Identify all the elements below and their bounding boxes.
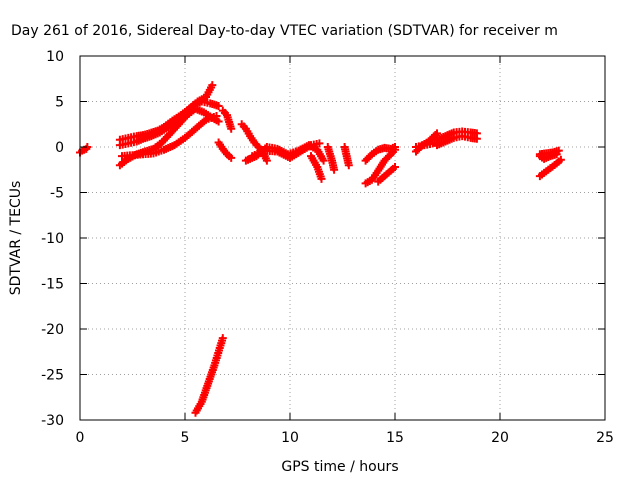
data-point — [552, 150, 561, 159]
axis-ticks: 0 5 10 15 20 25 -30 -25 -20 -15 -10 -5 0 5 10 — [41, 49, 614, 446]
x-tick-label: 15 — [386, 430, 404, 446]
y-tick-label: 10 — [46, 49, 64, 65]
data-point — [317, 174, 326, 183]
data-point — [319, 156, 328, 165]
data-point — [556, 155, 565, 164]
data-point — [344, 161, 353, 170]
data-point — [208, 81, 217, 90]
x-tick-label: 0 — [76, 430, 85, 446]
y-tick-label: -5 — [50, 186, 64, 202]
data-point — [391, 163, 399, 172]
data-point — [218, 334, 227, 343]
x-tick-label: 5 — [181, 430, 190, 446]
data-point — [472, 134, 481, 143]
y-tick-label: 0 — [55, 140, 64, 156]
data-point — [212, 112, 221, 121]
data-point — [227, 153, 236, 162]
data-point — [214, 117, 223, 126]
data-point — [262, 156, 271, 165]
y-tick-label: -15 — [41, 277, 64, 293]
data-points — [76, 81, 565, 417]
y-tick-label: 5 — [55, 95, 64, 111]
data-point — [391, 145, 399, 154]
chart-title: Day 261 of 2016, Sidereal Day-to-day VTE… — [11, 23, 558, 39]
data-point — [227, 124, 236, 133]
y-tick-label: -10 — [41, 231, 64, 247]
y-tick-label: -25 — [41, 368, 64, 384]
data-point — [330, 165, 339, 174]
data-point — [315, 139, 324, 148]
y-tick-label: -30 — [41, 413, 64, 429]
y-tick-label: -20 — [41, 322, 64, 338]
x-tick-label: 25 — [596, 430, 614, 446]
x-tick-label: 20 — [491, 430, 509, 446]
data-point — [214, 102, 223, 111]
y-axis-title: SDTVAR / TECUs — [8, 181, 24, 296]
x-tick-label: 10 — [281, 430, 299, 446]
x-axis-title: GPS time / hours — [281, 459, 398, 475]
data-point — [385, 151, 394, 160]
